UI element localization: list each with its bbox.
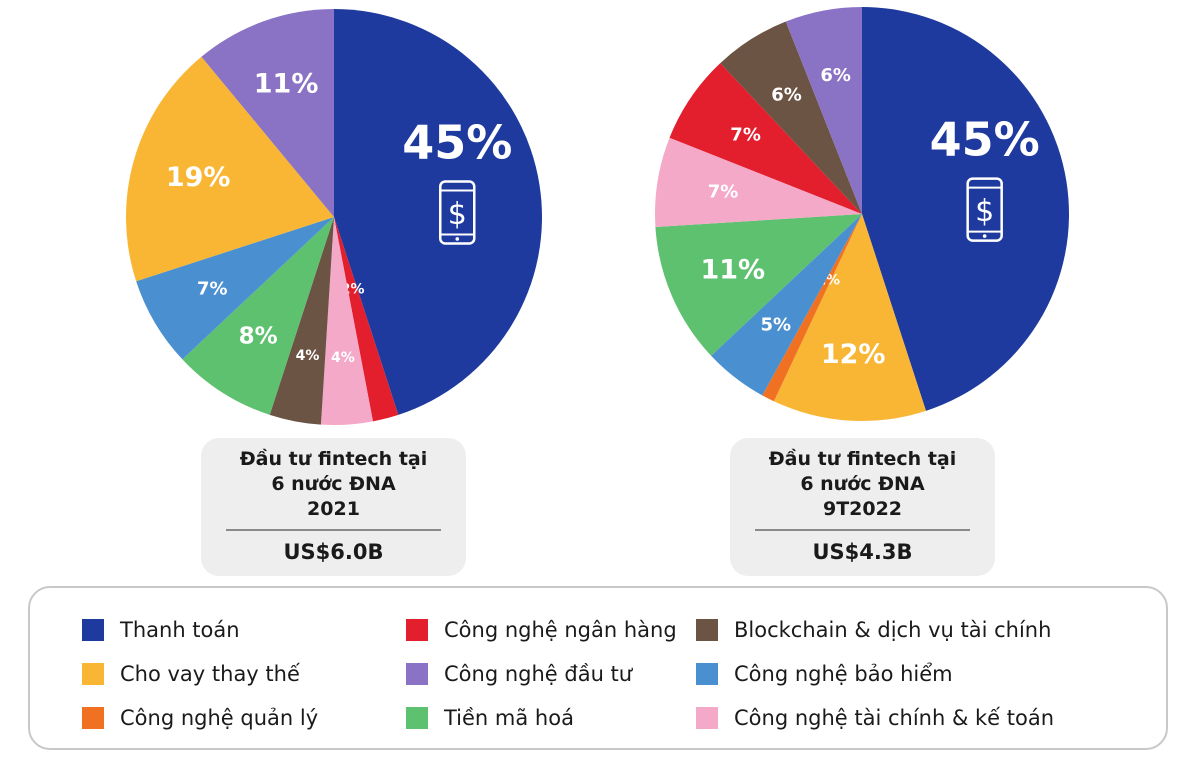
- summary-box-2021: Đầu tư fintech tại 6 nước ĐNA 2021 US$6.…: [201, 438, 466, 576]
- pie-slice-cong-nghe-tai-chinh-ke-toan: [320, 217, 373, 426]
- slice-label-tien-ma-hoa: 11%: [700, 254, 765, 285]
- legend-swatch: [82, 663, 104, 685]
- slice-label-cong-nghe-dau-tu: 11%: [254, 68, 319, 99]
- legend-item-cong-nghe-bao-hiem: Công nghệ bảo hiểm: [696, 659, 953, 689]
- legend-label: Công nghệ quản lý: [120, 706, 319, 730]
- legend-label: Công nghệ đầu tư: [444, 662, 633, 686]
- pie-slice-tien-ma-hoa: [655, 214, 862, 356]
- slice-label-thanh-toan: 45%: [402, 115, 512, 169]
- summary-title-period: 2021: [307, 498, 360, 520]
- legend-swatch: [696, 663, 718, 685]
- pie-slice-thanh-toan: [334, 9, 542, 415]
- legend-item-cong-nghe-ngan-hang: Công nghệ ngân hàng: [406, 615, 677, 645]
- legend-item-thanh-toan: Thanh toán: [82, 615, 240, 645]
- slice-label-cong-nghe-tai-chinh-ke-toan: 4%: [331, 350, 355, 366]
- pie-chart-9t2022: 45%$12%1%5%11%7%7%6%6%: [655, 7, 1069, 421]
- summary-divider: [226, 529, 441, 531]
- slice-label-cho-vay-thay-the: 19%: [166, 162, 231, 193]
- slice-label-blockchain-dich-vu-tai-chinh: 6%: [771, 85, 802, 106]
- pie-slice-cong-nghe-dau-tu: [785, 7, 862, 214]
- summary-title-period: 9T2022: [822, 498, 903, 520]
- summary-box-9t2022: Đầu tư fintech tại 6 nước ĐNA 9T2022 US$…: [730, 438, 995, 576]
- smartphone-dollar-icon: $: [966, 177, 1003, 242]
- legend-label: Tiền mã hoá: [444, 706, 574, 730]
- pie-slice-cho-vay-thay-the: [773, 214, 926, 421]
- pie-slice-cong-nghe-bao-hiem: [711, 214, 862, 396]
- legend-label: Blockchain & dịch vụ tài chính: [734, 618, 1052, 642]
- slice-label-thanh-toan: 45%: [930, 113, 1040, 167]
- legend-label: Công nghệ ngân hàng: [444, 618, 677, 642]
- smartphone-dollar-icon: $: [439, 180, 476, 245]
- svg-text:$: $: [448, 197, 467, 232]
- summary-divider: [755, 529, 970, 531]
- legend-label: Cho vay thay thế: [120, 662, 300, 686]
- slice-label-cong-nghe-bao-hiem: 7%: [197, 278, 228, 299]
- legend-swatch: [82, 707, 104, 729]
- pie-chart-2021: 45%$2%4%4%8%7%19%11%: [126, 8, 542, 426]
- summary-total: US$6.0B: [283, 540, 384, 564]
- summary-title-line1: Đầu tư fintech tại: [239, 448, 428, 470]
- pie-slice-blockchain-dich-vu-tai-chinh: [269, 217, 334, 425]
- legend: Thanh toán Công nghệ ngân hàng Blockchai…: [28, 586, 1168, 750]
- pie-slice-cong-nghe-bao-hiem: [136, 217, 334, 360]
- pie-charts: 45%$2%4%4%8%7%19%11% 45%$12%1%5%11%7%7%6…: [126, 7, 1069, 426]
- legend-swatch: [406, 707, 428, 729]
- legend-label: Thanh toán: [120, 618, 240, 642]
- slice-label-tien-ma-hoa: 8%: [239, 323, 278, 349]
- pie-slice-blockchain-dich-vu-tai-chinh: [720, 21, 862, 214]
- pie-slice-cong-nghe-quan-ly: [762, 214, 862, 402]
- pie-slice-cong-nghe-ngan-hang: [669, 63, 862, 215]
- legend-swatch: [406, 663, 428, 685]
- legend-item-cong-nghe-dau-tu: Công nghệ đầu tư: [406, 659, 632, 689]
- summary-total: US$4.3B: [812, 540, 913, 564]
- legend-label: Công nghệ bảo hiểm: [734, 662, 953, 686]
- svg-text:$: $: [975, 194, 994, 229]
- legend-label: Công nghệ tài chính & kế toán: [734, 706, 1055, 730]
- summary-title-line1: Đầu tư fintech tại: [768, 448, 957, 470]
- pie-slice-tien-ma-hoa: [182, 217, 334, 415]
- summary-title-line2: 6 nước ĐNA: [800, 473, 925, 495]
- slice-label-cong-nghe-bao-hiem: 5%: [760, 315, 791, 336]
- legend-item-cong-nghe-tai-chinh-ke-toan: Công nghệ tài chính & kế toán: [696, 703, 1054, 733]
- summary-title: Đầu tư fintech tại 6 nước ĐNA 9T2022: [730, 438, 995, 522]
- legend-item-cho-vay-thay-the: Cho vay thay thế: [82, 659, 300, 689]
- summary-title-line2: 6 nước ĐNA: [271, 473, 396, 495]
- legend-swatch: [406, 619, 428, 641]
- slice-label-cong-nghe-dau-tu: 6%: [820, 65, 851, 86]
- summary-title: Đầu tư fintech tại 6 nước ĐNA 2021: [201, 438, 466, 522]
- pie-slice-cong-nghe-ngan-hang: [334, 217, 399, 422]
- slice-label-cho-vay-thay-the: 12%: [821, 339, 886, 370]
- pie-slice-thanh-toan: [862, 7, 1069, 411]
- legend-swatch: [696, 619, 718, 641]
- slice-label-cong-nghe-ngan-hang: 7%: [730, 124, 761, 145]
- slice-label-cong-nghe-tai-chinh-ke-toan: 7%: [708, 181, 739, 202]
- pie-slice-cho-vay-thay-the: [126, 56, 334, 282]
- pie-slice-cong-nghe-tai-chinh-ke-toan: [655, 137, 862, 227]
- legend-item-blockchain: Blockchain & dịch vụ tài chính: [696, 615, 1051, 645]
- pie-slice-cong-nghe-dau-tu: [201, 8, 334, 217]
- slice-label-blockchain-dich-vu-tai-chinh: 4%: [296, 348, 320, 364]
- legend-item-tien-ma-hoa: Tiền mã hoá: [406, 703, 574, 733]
- legend-swatch: [82, 619, 104, 641]
- legend-swatch: [696, 707, 718, 729]
- legend-item-cong-nghe-quan-ly: Công nghệ quản lý: [82, 703, 318, 733]
